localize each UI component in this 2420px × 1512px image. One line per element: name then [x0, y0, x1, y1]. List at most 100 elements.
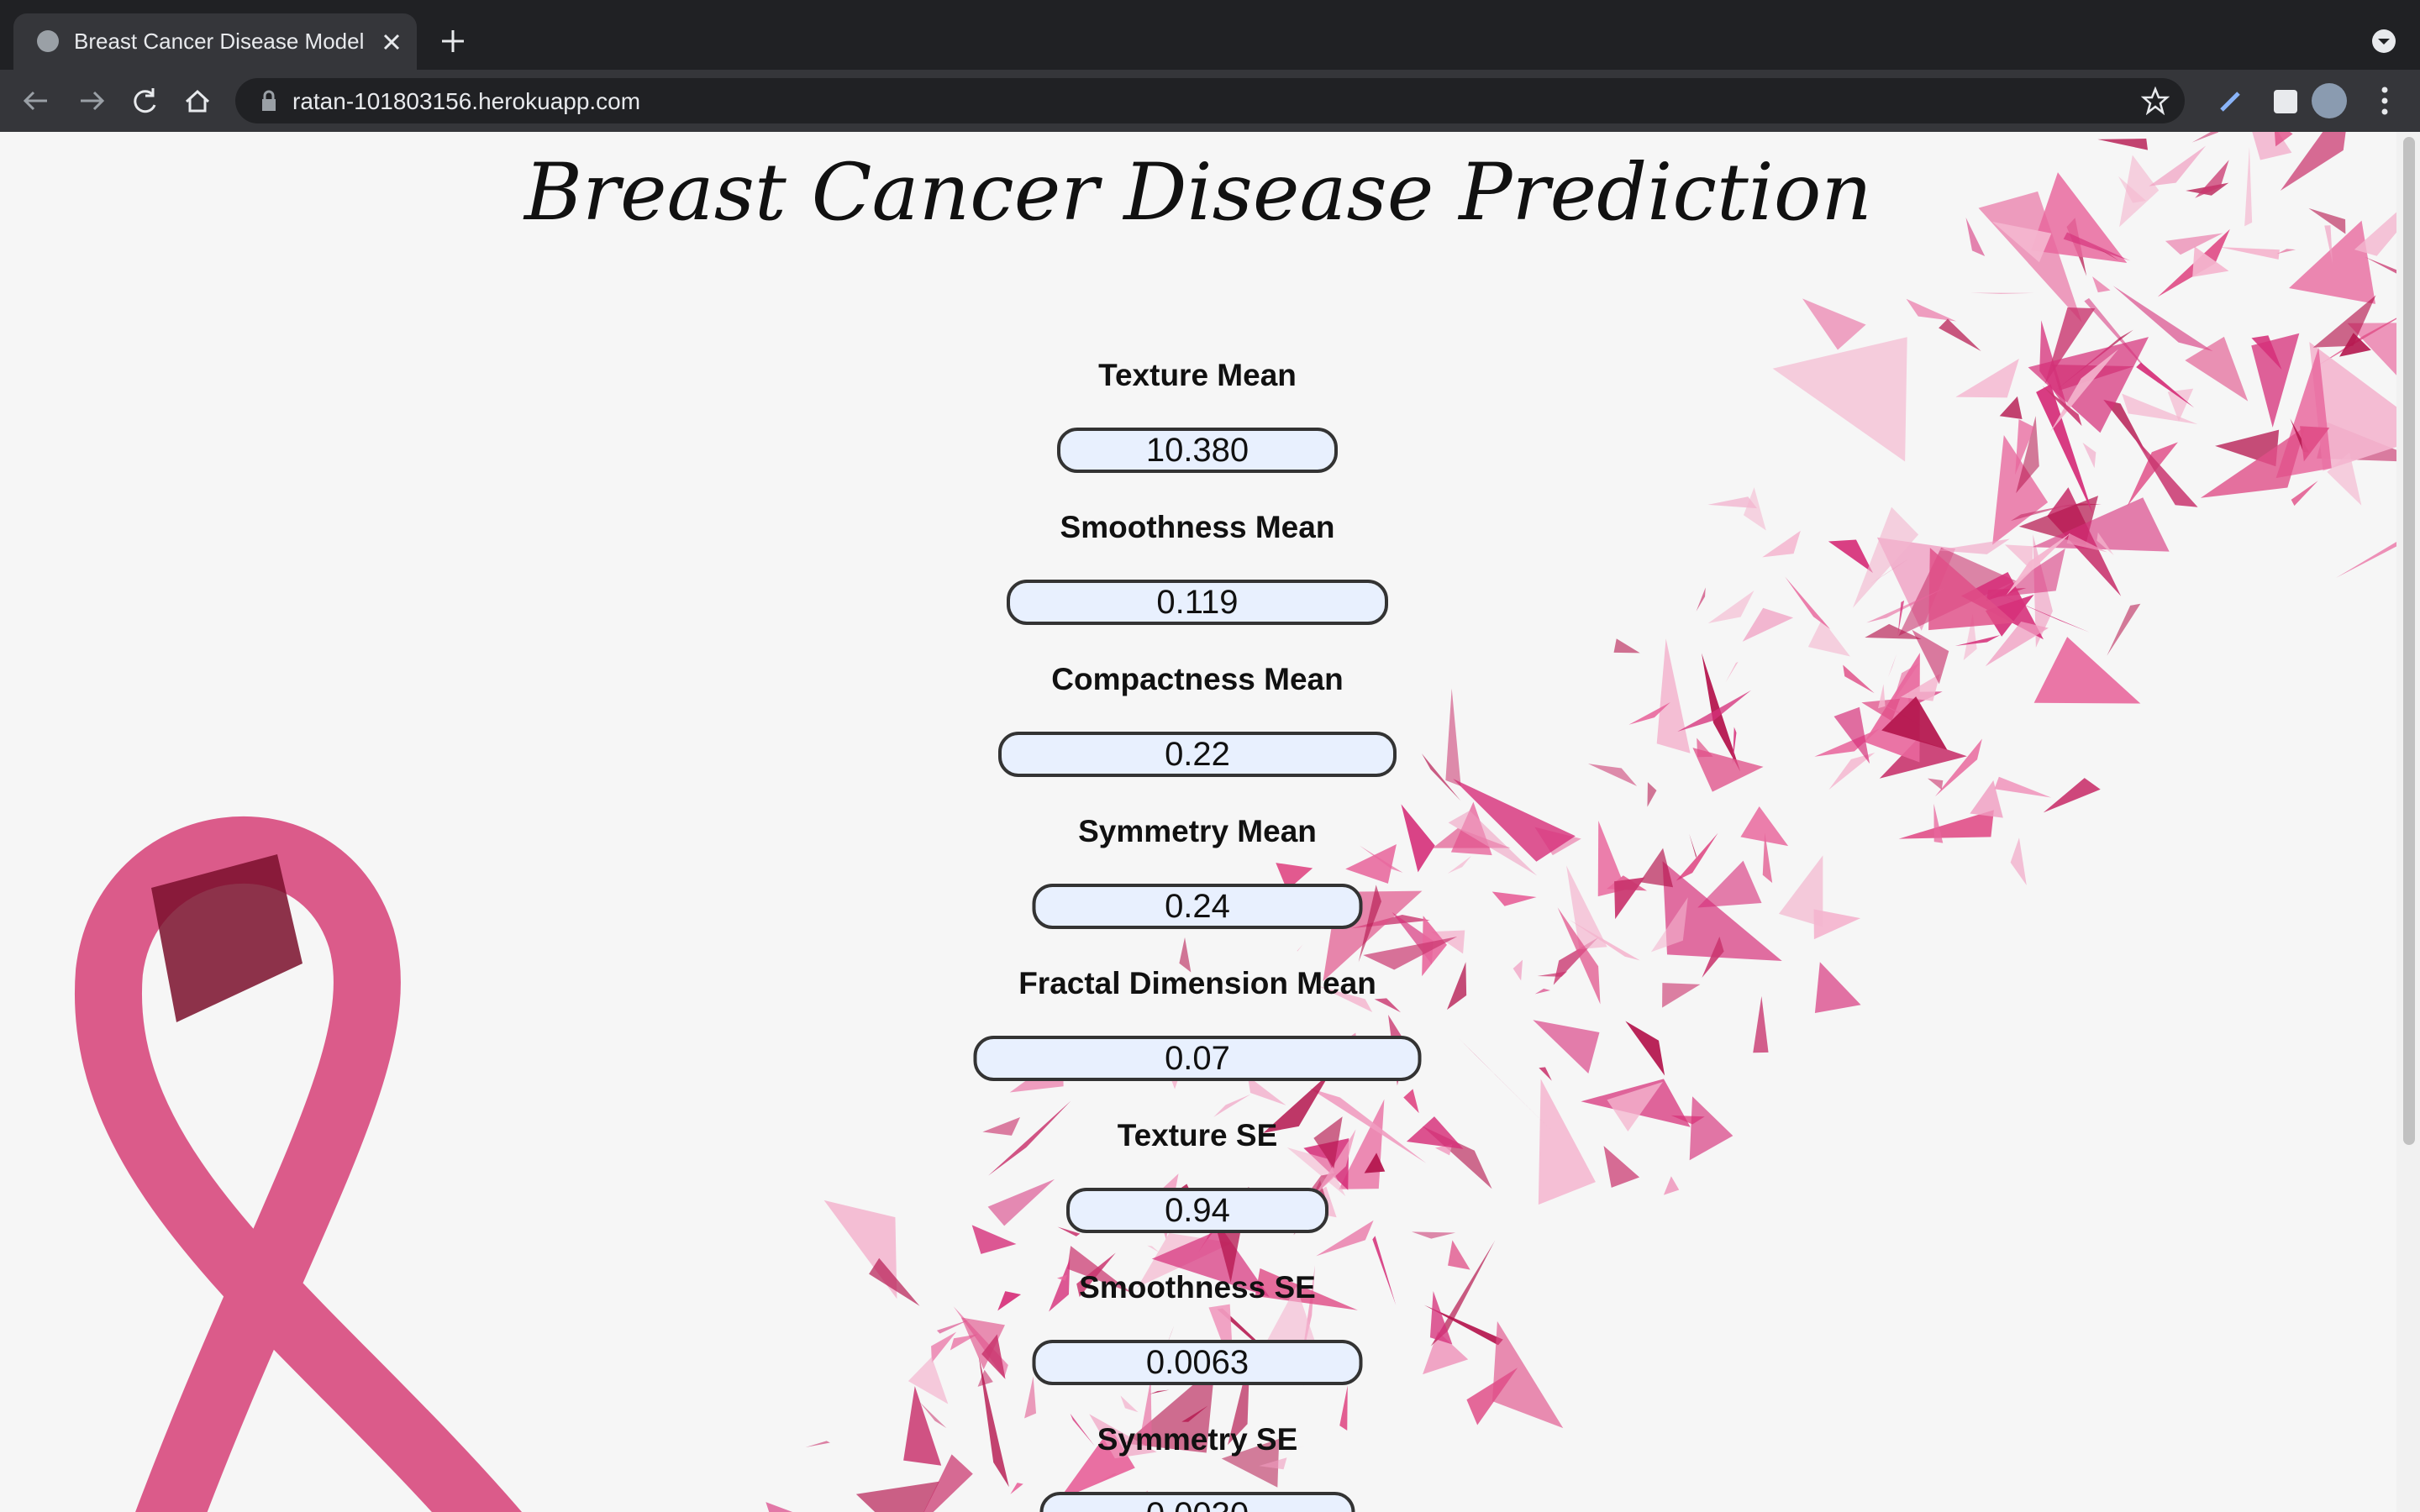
decor-triangle [1491, 1320, 1564, 1429]
decor-triangle [1897, 600, 1905, 636]
decor-triangle [1445, 688, 1461, 787]
decor-triangle [1732, 727, 1737, 764]
field-label: Texture SE [1117, 1118, 1278, 1152]
new-tab[interactable] [440, 29, 466, 54]
input-field[interactable]: 0.94 [1066, 1188, 1328, 1233]
decor-triangle [2096, 532, 2114, 556]
decor-triangle [908, 1357, 949, 1404]
decor-triangle [1446, 962, 1467, 1011]
decor-triangle [1697, 860, 1762, 908]
decor-triangle [1150, 1389, 1170, 1394]
decor-triangle [1662, 983, 1701, 1008]
decor-triangle [1998, 593, 2091, 633]
decor-triangle [1861, 698, 1901, 722]
input-field[interactable]: 0.07 [973, 1036, 1422, 1081]
decor-triangle [1707, 591, 1754, 624]
decor-triangle [1539, 1067, 1552, 1081]
decor-triangle [1276, 863, 1313, 891]
decor-triangle [1459, 1038, 1551, 1130]
decor-triangle [960, 1317, 1005, 1370]
decor-triangle [2244, 146, 2253, 227]
input-field[interactable]: 0.24 [1032, 884, 1363, 929]
tab[interactable]: Breast Cancer Disease Model [13, 13, 417, 70]
decor-triangle [2091, 244, 2119, 261]
decor-triangle [1221, 1438, 1280, 1488]
decor-triangle [1852, 507, 1919, 608]
decor-triangle [1936, 538, 2010, 554]
decor-triangle [1934, 738, 1982, 797]
decor-triangle [1814, 962, 1861, 1014]
decor-triangle [1411, 1231, 1456, 1239]
decor-triangle [1992, 221, 2052, 263]
decor-triangle [2274, 132, 2293, 147]
decor-triangle [1647, 782, 1657, 807]
decor-triangle [1878, 684, 1886, 709]
decor-triangle [1421, 753, 1461, 801]
decor-triangle [931, 1331, 957, 1363]
decor-triangle [988, 1100, 1071, 1176]
toolbar: ratan-101803156.herokuapp.com [0, 70, 2420, 132]
decor-triangle [1247, 1075, 1286, 1105]
decor-triangle [977, 1369, 993, 1387]
decor-triangle [1707, 496, 1758, 509]
decor-triangle [1955, 358, 2019, 398]
decor-triangle [971, 1225, 1017, 1254]
decor-triangle [1557, 907, 1601, 1005]
decor-triangle [1070, 1413, 1095, 1446]
decor-triangle [1512, 959, 1523, 981]
decor-triangle [1448, 1240, 1470, 1270]
input-field[interactable]: 0.0063 [1032, 1340, 1363, 1385]
address-bar[interactable]: ratan-101803156.herokuapp.com [235, 78, 2185, 123]
decor-triangle [855, 1481, 940, 1512]
decor-triangle [1587, 764, 1638, 786]
decor-triangle [1865, 623, 1922, 640]
decor-triangle [1639, 848, 1674, 888]
decor-triangle [1423, 1331, 1469, 1375]
decor-triangle [1607, 1081, 1663, 1132]
input-field[interactable]: 0.22 [998, 732, 1397, 777]
decor-triangle [1870, 559, 1908, 584]
decor-triangle [2251, 333, 2300, 428]
decor-triangle [1359, 845, 1403, 873]
scrollbar[interactable] [2396, 132, 2420, 1512]
decor-triangle [2043, 778, 2101, 813]
decor-triangle [1743, 487, 1766, 531]
input-field[interactable]: 0.0030 [1039, 1492, 1355, 1512]
decor-triangle [1318, 985, 1373, 1013]
bookmark-star[interactable] [2141, 87, 2170, 115]
decor-triangle [1538, 1079, 1596, 1205]
decor-triangle [2084, 297, 2160, 385]
decor-triangle [1151, 1228, 1270, 1297]
decor-triangle [1448, 810, 1538, 876]
input-field[interactable]: 0.119 [1007, 580, 1388, 625]
scroll-thumb[interactable] [2403, 137, 2415, 1145]
decor-triangle [2015, 419, 2035, 475]
decor-triangle [2032, 497, 2170, 552]
decor-triangle [919, 1401, 947, 1429]
close-tab[interactable] [381, 32, 402, 52]
decor-triangle [1742, 607, 1794, 642]
decor-triangle [2365, 256, 2396, 274]
decor-triangle [2276, 249, 2296, 255]
decor-triangle [1120, 1395, 1139, 1413]
field-label: Smoothness Mean [1060, 510, 1335, 544]
decor-triangle [987, 1179, 1055, 1226]
extensions[interactable] [2202, 70, 2420, 132]
decor-triangle [2006, 533, 2071, 596]
decor-triangle [1213, 1094, 1251, 1117]
decor-triangle [2036, 384, 2094, 516]
url: ratan-101803156.herokuapp.com [292, 88, 641, 114]
decor-triangle [1339, 1385, 1348, 1431]
input-field[interactable]: 10.380 [1057, 428, 1338, 473]
decor-triangle [2097, 138, 2149, 150]
nav-buttons[interactable] [0, 70, 227, 132]
decor-triangle [1533, 1020, 1600, 1074]
decor-triangle [1179, 937, 1192, 973]
decor-triangle [1286, 1147, 1346, 1197]
decor-triangle [1881, 696, 1948, 750]
tab-menu[interactable] [2371, 29, 2396, 54]
decor-triangle [1696, 587, 1706, 612]
decor-triangle [2165, 233, 2223, 255]
decor-triangle [2354, 212, 2396, 256]
